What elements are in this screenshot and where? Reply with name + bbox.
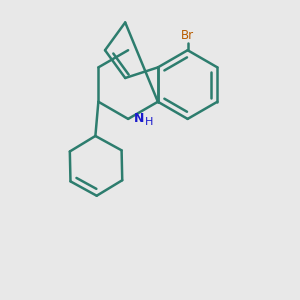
Text: H: H (145, 116, 154, 127)
Text: Br: Br (181, 29, 194, 42)
Text: N: N (134, 112, 144, 125)
